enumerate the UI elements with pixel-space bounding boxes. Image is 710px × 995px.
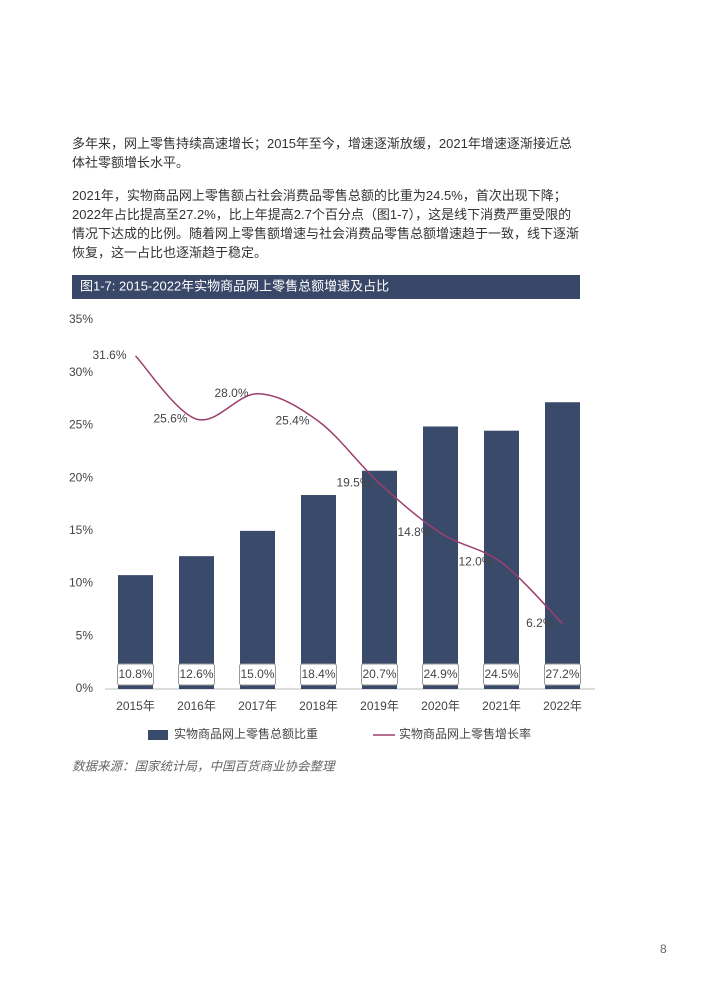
legend-label: 实物商品网上零售总额比重 xyxy=(174,726,318,741)
y-tick-label: 0% xyxy=(76,681,94,695)
line xyxy=(134,355,564,625)
paragraph: 2021年，实物商品网上零售额占社会消费品零售总额的比重为24.5%，首次出现下… xyxy=(72,188,580,260)
x-tick-label: 2016年 xyxy=(177,699,216,713)
chart-title: 图1-7: 2015-2022年实物商品网上零售总额增速及占比 xyxy=(80,278,389,293)
bar-label: 10.8% xyxy=(118,667,152,681)
label-box xyxy=(239,663,276,686)
bar xyxy=(240,530,275,689)
page-number: 8 xyxy=(660,942,667,956)
y-tick-label: 30% xyxy=(69,365,93,379)
label-box xyxy=(483,663,520,686)
bar xyxy=(423,426,458,689)
bar xyxy=(301,495,336,689)
x-tick-label: 2022年 xyxy=(543,699,582,713)
bar-label: 24.5% xyxy=(484,667,518,681)
y-tick-label: 10% xyxy=(69,576,93,590)
label-box xyxy=(422,663,459,686)
bar-label: 24.9% xyxy=(423,667,457,681)
y-tick-label: 15% xyxy=(69,523,93,537)
line-label: 14.8% xyxy=(397,525,431,539)
label-box xyxy=(117,663,154,686)
x-tick-label: 2015年 xyxy=(116,699,155,713)
line-label: 25.4% xyxy=(275,413,309,427)
bar-label: 12.6% xyxy=(179,667,213,681)
label-box xyxy=(361,663,398,686)
source: 数据来源：国家统计局，中国百货商业协会整理 xyxy=(72,759,336,773)
legend-label: 实物商品网上零售增长率 xyxy=(399,726,531,741)
label-box xyxy=(544,663,581,686)
y-tick-label: 35% xyxy=(69,312,93,326)
line-label: 12.0% xyxy=(458,555,492,569)
paragraph: 多年来，网上零售持续高速增长；2015年至今，增速逐渐放缓，2021年增速逐渐接… xyxy=(72,136,572,170)
legend-swatch xyxy=(148,730,168,740)
bar-label: 15.0% xyxy=(240,667,274,681)
x-tick-label: 2020年 xyxy=(421,699,460,713)
line-label: 31.6% xyxy=(92,348,126,362)
x-tick-label: 2021年 xyxy=(482,699,521,713)
y-tick-label: 25% xyxy=(69,418,93,432)
bar-label: 18.4% xyxy=(301,667,335,681)
line-label: 28.0% xyxy=(214,386,248,400)
bar-label: 20.7% xyxy=(362,667,396,681)
y-tick-label: 5% xyxy=(76,628,94,642)
x-tick-label: 2018年 xyxy=(299,699,338,713)
y-tick-label: 20% xyxy=(69,470,93,484)
label-box xyxy=(178,663,215,686)
line-label: 6.2% xyxy=(526,616,554,630)
line-label: 19.5% xyxy=(336,476,370,490)
bar xyxy=(545,402,580,689)
bar-label: 27.2% xyxy=(545,667,579,681)
title-banner xyxy=(72,275,580,299)
x-tick-label: 2019年 xyxy=(360,699,399,713)
x-tick-label: 2017年 xyxy=(238,699,277,713)
label-box xyxy=(300,663,337,686)
bar xyxy=(362,470,397,689)
bar xyxy=(484,430,519,689)
line-label: 25.6% xyxy=(153,411,187,425)
